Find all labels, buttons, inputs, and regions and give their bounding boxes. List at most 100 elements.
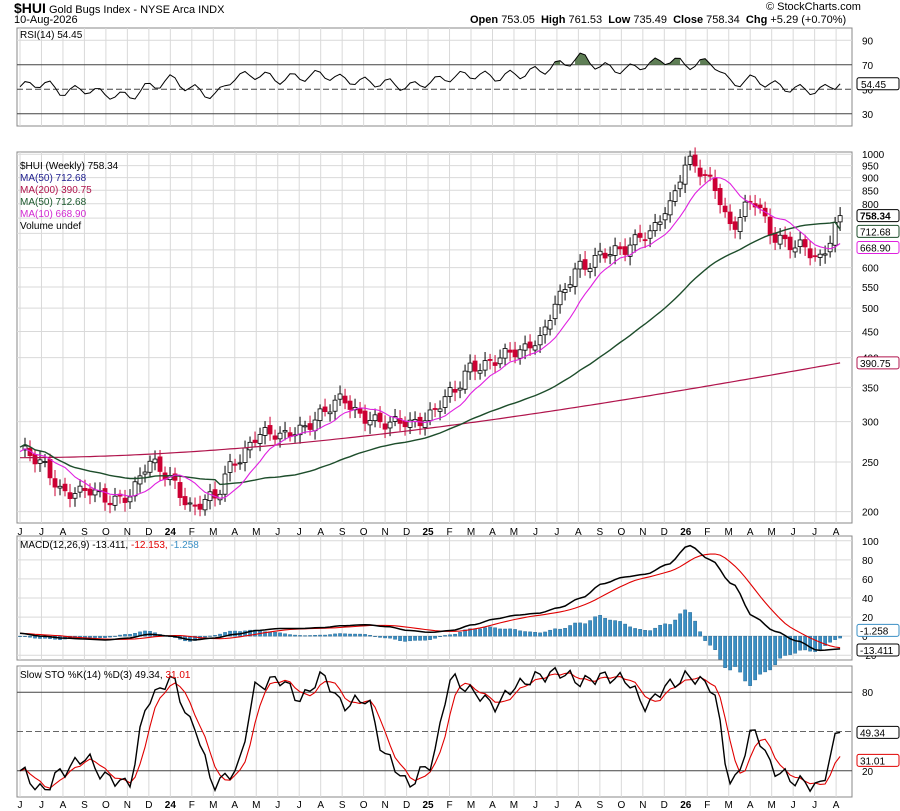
candle-body <box>777 234 783 245</box>
candle-body <box>127 496 133 503</box>
macd-hist-bar <box>743 635 747 682</box>
candle-body <box>542 326 548 336</box>
candle-body <box>737 217 743 233</box>
macd-hist-bar <box>413 635 417 641</box>
macd-hist-bar <box>28 635 32 638</box>
x-tick-label: S <box>597 527 604 538</box>
candle-body <box>552 303 558 320</box>
candle-body <box>337 393 343 400</box>
sto-k-line <box>19 666 841 793</box>
price-tick-label: 850 <box>862 186 879 197</box>
macd-hist-bar <box>783 635 787 656</box>
candle-body <box>47 459 53 479</box>
macd-tick-label: 20 <box>862 613 874 624</box>
macd-hist-bar <box>548 629 552 637</box>
x-tick-label: M <box>252 800 260 811</box>
price-tick-label: 450 <box>862 328 879 339</box>
macd-hist-bar <box>93 635 97 638</box>
macd-hist-bar <box>523 631 527 637</box>
x-tick-label: D <box>403 527 410 538</box>
index-name: Gold Bugs Index - NYSE Arca INDX <box>48 4 225 16</box>
x-tick-label: F <box>189 527 195 538</box>
macd-hist-bar <box>488 626 492 637</box>
x-tick-label: M <box>768 527 776 538</box>
macd-hist-bar <box>598 615 602 637</box>
macd-hist-bar <box>658 624 662 637</box>
macd-hist-bar <box>558 628 562 637</box>
candle-body <box>322 406 328 413</box>
ma200-line <box>20 362 841 459</box>
macd-hist-bar <box>713 635 717 650</box>
macd-hist-bar <box>23 635 27 637</box>
candle-body <box>757 204 763 209</box>
x-tick-label: J <box>297 527 302 538</box>
candle-body <box>812 255 818 258</box>
x-tick-label: F <box>446 800 452 811</box>
x-tick-label: F <box>704 527 710 538</box>
candle-body <box>772 232 778 243</box>
x-tick-label: J <box>18 800 23 811</box>
rsi-last-box <box>856 77 900 91</box>
candle-body <box>722 205 728 213</box>
candle-body <box>132 481 138 497</box>
chart-title: $HUI Gold Bugs Index - NYSE Arca INDX <box>14 0 224 16</box>
candle-body <box>502 348 508 359</box>
macd-hist-bar <box>458 631 462 637</box>
macd-tick-label: 80 <box>862 556 874 567</box>
price-legend-item: MA(50) 712.68 <box>20 173 87 184</box>
macd-hist-bar <box>553 628 557 637</box>
candle-body <box>447 387 453 397</box>
macd-hist-bar <box>248 629 252 637</box>
macd-hist-bar <box>493 627 497 637</box>
x-tick-label: N <box>639 527 646 538</box>
candle-body <box>257 434 263 444</box>
x-tick-label: M <box>252 527 260 538</box>
macd-hist-bar <box>778 635 782 659</box>
x-tick-label: M <box>467 527 475 538</box>
x-tick-label: N <box>124 527 131 538</box>
ma50-value-label-box <box>856 224 900 238</box>
macd-hist-bar <box>408 635 412 642</box>
close-label: Close <box>673 14 704 26</box>
candle-body <box>232 463 238 466</box>
x-tick-label: F <box>704 800 710 811</box>
macd-hist-bar <box>283 633 287 637</box>
candle-body <box>472 360 478 372</box>
macd-hist-bar <box>533 631 537 637</box>
x-tick-label: 24 <box>165 527 177 538</box>
ma10-line <box>19 176 841 499</box>
candle-body <box>157 456 163 472</box>
candle-body <box>837 215 843 223</box>
candle-body <box>32 454 38 465</box>
x-tick-label: M <box>510 800 518 811</box>
x-tick-label: M <box>725 527 733 538</box>
x-tick-label: J <box>39 800 44 811</box>
macd-tick-label: 0 <box>862 632 868 643</box>
macd-hist-bar <box>323 634 327 637</box>
ma50-line <box>19 221 841 486</box>
macd-hist-bar <box>748 635 752 686</box>
candle-body <box>477 370 483 374</box>
macd-hist-bar <box>758 635 762 675</box>
ma10-value-label-box <box>856 241 900 255</box>
candle-body <box>632 234 638 246</box>
macd-hist-bar <box>423 635 427 641</box>
macd-hist-bar <box>603 618 607 637</box>
candle-body <box>822 253 828 256</box>
candle-body <box>687 155 693 165</box>
candle-body <box>302 425 308 428</box>
macd-hist-bar <box>738 635 742 673</box>
x-tick-label: D <box>403 800 410 811</box>
candle-body <box>177 482 183 498</box>
macd-hist-bar <box>798 635 802 651</box>
candle-body <box>647 230 653 239</box>
candle-body <box>547 320 553 330</box>
macd-hist-bar <box>788 635 792 655</box>
macd-hist-last-label: -1.258 <box>860 626 889 637</box>
candle-body <box>137 475 143 485</box>
candle-body <box>512 349 518 358</box>
macd-hist-bar <box>528 631 532 637</box>
candle-body <box>717 188 723 206</box>
macd-hist-bar <box>638 629 642 637</box>
candle-body <box>212 489 218 499</box>
